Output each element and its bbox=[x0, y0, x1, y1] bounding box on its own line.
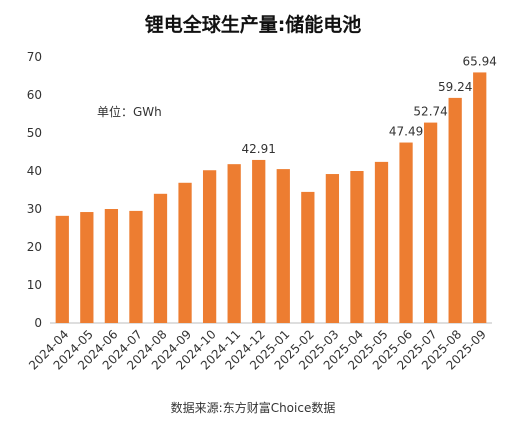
bar-2024-04 bbox=[55, 215, 69, 323]
bar-2024-10 bbox=[202, 170, 217, 323]
y-tick-label: 70 bbox=[27, 50, 42, 64]
y-tick-label: 20 bbox=[27, 240, 42, 254]
bar-2024-12 bbox=[252, 159, 266, 323]
data-label: 52.74 bbox=[413, 105, 447, 119]
y-tick-label: 0 bbox=[34, 316, 42, 330]
bar-2025-05 bbox=[374, 161, 389, 323]
data-label: 65.94 bbox=[463, 54, 497, 68]
y-tick-label: 30 bbox=[27, 202, 42, 216]
bar-2025-07 bbox=[423, 122, 438, 323]
data-labels-group: 42.91 47.49 52.74 59.24 65.94 bbox=[242, 54, 497, 156]
data-label: 59.24 bbox=[438, 80, 472, 94]
bar-2024-06 bbox=[104, 209, 119, 323]
bar-2024-11 bbox=[227, 164, 241, 323]
unit-label: 单位：GWh bbox=[97, 104, 162, 119]
bar-2024-07 bbox=[129, 210, 143, 323]
data-label: 42.91 bbox=[242, 142, 276, 156]
x-axis: 2024-042024-052024-062024-072024-082024-… bbox=[26, 327, 489, 372]
bar-2025-01 bbox=[276, 169, 290, 323]
bar-2025-06 bbox=[399, 142, 413, 323]
bar-2024-09 bbox=[178, 182, 192, 323]
bar-2025-02 bbox=[301, 191, 315, 323]
y-tick-label: 50 bbox=[27, 126, 42, 140]
bars-group bbox=[55, 72, 487, 323]
chart-title: 锂电全球生产量:储能电池 bbox=[145, 13, 362, 36]
bar-2025-08 bbox=[448, 97, 462, 323]
source-note: 数据来源:东方财富Choice数据 bbox=[171, 400, 336, 415]
y-tick-label: 10 bbox=[27, 278, 42, 292]
y-tick-label: 40 bbox=[27, 164, 42, 178]
bar-2024-08 bbox=[153, 193, 168, 323]
y-axis: 0 10 20 30 40 50 60 70 bbox=[27, 50, 42, 330]
y-tick-label: 60 bbox=[27, 88, 42, 102]
bar-2025-04 bbox=[350, 171, 364, 323]
bar-2025-03 bbox=[325, 174, 340, 323]
bar-2025-09 bbox=[473, 72, 487, 323]
bar-2024-05 bbox=[80, 212, 94, 323]
data-label: 47.49 bbox=[389, 125, 423, 139]
